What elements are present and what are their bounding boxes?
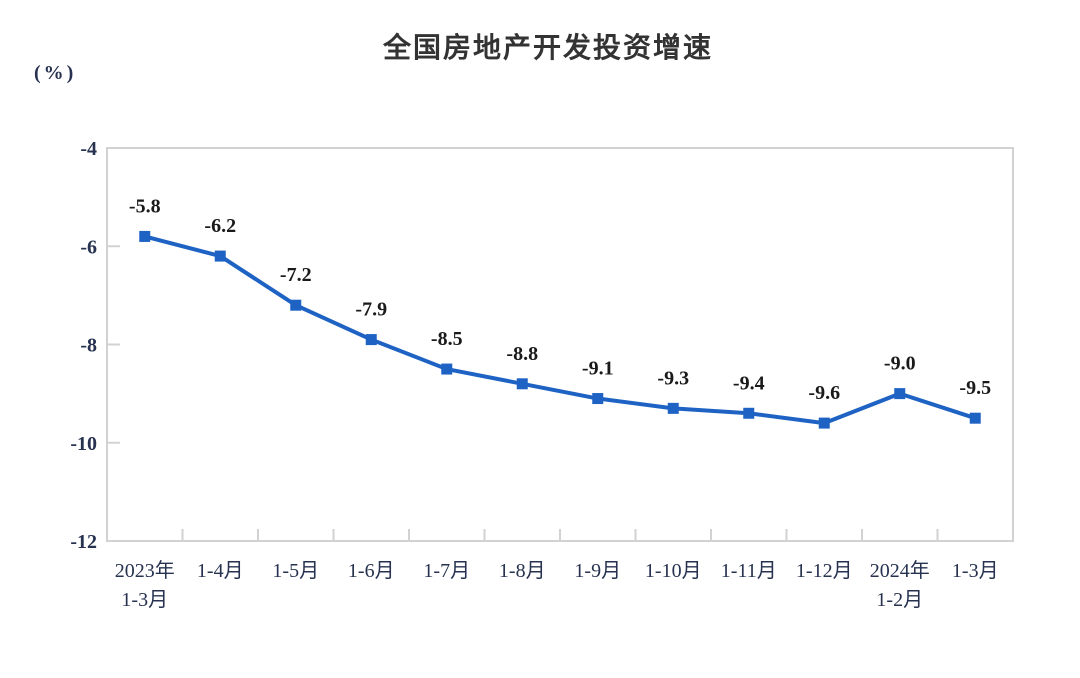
data-point-label: -8.5: [431, 328, 463, 350]
data-point-marker: [290, 299, 302, 311]
x-axis-category-label: 1-3月: [952, 560, 999, 582]
y-axis-tick-label: -8: [80, 335, 97, 357]
data-point-marker: [139, 230, 151, 242]
x-axis-category-label: 1-10月: [645, 560, 702, 582]
x-axis-category-label: 2024年: [870, 559, 930, 582]
data-point-marker: [969, 412, 981, 424]
x-axis-category-label: 1-5月: [272, 560, 319, 582]
data-point-label: -9.3: [657, 367, 689, 389]
x-axis-category-label: 1-6月: [348, 560, 395, 582]
chart-title: 全国房地产开发投资增速: [382, 32, 713, 63]
x-axis-category-label: 1-4月: [197, 560, 244, 582]
data-point-marker: [894, 388, 906, 400]
data-point-label: -7.9: [355, 299, 387, 321]
data-point-marker: [592, 393, 604, 405]
data-point-marker: [516, 378, 528, 390]
data-line: [142, 234, 978, 426]
x-axis-category-label: 1-12月: [796, 560, 853, 582]
x-axis-category-label: 1-2月: [876, 589, 923, 611]
x-axis-category-label: 1-9月: [574, 560, 621, 582]
data-point-marker: [743, 407, 755, 419]
y-axis-tick-label: -6: [80, 236, 97, 258]
plot-border: [106, 147, 1014, 542]
y-axis-tick-label: -12: [70, 531, 97, 553]
data-point-label: -9.0: [884, 353, 916, 375]
data-point-marker: [441, 363, 453, 375]
data-point-label: -9.4: [733, 372, 765, 394]
y-axis-tick-label: -10: [70, 433, 97, 455]
data-point-label: -9.5: [959, 377, 991, 399]
y-axis-tick-label: -4: [80, 138, 97, 160]
data-point-marker: [667, 402, 679, 414]
x-axis-category-label: 2023年: [115, 559, 175, 582]
y-axis-unit-label: (%): [34, 62, 77, 84]
x-axis-category-label: 1-11月: [721, 560, 777, 582]
data-point-label: -6.2: [204, 215, 236, 237]
x-axis-category-label: 1-7月: [423, 560, 470, 582]
data-point-label: -8.8: [506, 343, 538, 365]
data-point-marker: [818, 417, 830, 429]
data-point-marker: [214, 250, 226, 262]
x-axis-category-label: 1-3月: [121, 589, 168, 611]
data-point-label: -7.2: [280, 264, 312, 286]
data-point-label: -9.6: [808, 382, 840, 404]
x-axis-category-label: 1-8月: [499, 560, 546, 582]
data-point-marker: [365, 334, 377, 346]
data-point-label: -5.8: [129, 195, 161, 217]
data-point-label: -9.1: [582, 358, 614, 380]
